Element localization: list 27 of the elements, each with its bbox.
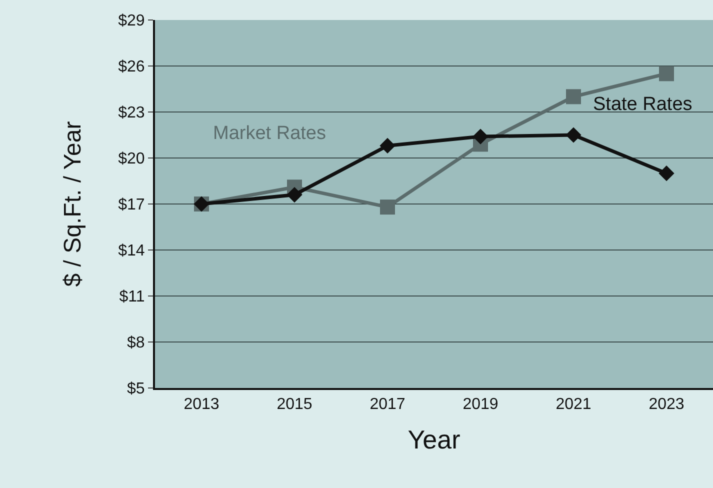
x-tick-label: 2023 bbox=[648, 396, 684, 414]
x-tick-label: 2017 bbox=[370, 396, 406, 414]
x-tick-label: 2019 bbox=[462, 396, 498, 414]
y-tick-label: $14 bbox=[118, 242, 145, 260]
y-tick-label: $26 bbox=[118, 58, 145, 76]
x-tick-label: 2015 bbox=[276, 396, 312, 414]
y-tick-label: $20 bbox=[118, 150, 145, 168]
y-tick-label: $5 bbox=[127, 380, 145, 398]
x-tick-label: 2021 bbox=[556, 396, 592, 414]
point bbox=[659, 66, 674, 82]
series-label: State Rates bbox=[593, 94, 692, 115]
y-tick-label: $17 bbox=[118, 196, 145, 214]
y-tick-label: $8 bbox=[127, 334, 145, 352]
x-axis-title: Year bbox=[408, 424, 461, 454]
point bbox=[566, 89, 581, 104]
y-tick-label: $11 bbox=[119, 288, 145, 306]
point bbox=[286, 187, 302, 203]
text: Market Rates bbox=[213, 123, 326, 144]
y-axis-title: $ / Sq.Ft. / Year bbox=[60, 121, 87, 287]
y-tick-label: $29 bbox=[118, 12, 145, 30]
point bbox=[472, 128, 488, 144]
point bbox=[566, 127, 582, 143]
point bbox=[380, 200, 395, 215]
y-tick-label: $23 bbox=[118, 104, 145, 122]
x-tick-label: 2013 bbox=[184, 396, 220, 414]
point bbox=[380, 138, 396, 154]
point bbox=[658, 166, 674, 182]
